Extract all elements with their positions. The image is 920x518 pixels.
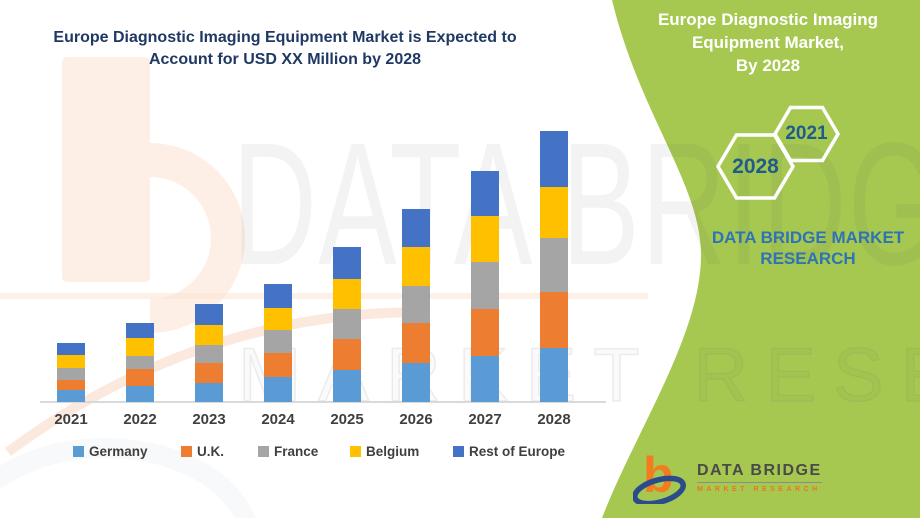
bar-segment-2027-germany (471, 356, 499, 402)
x-axis-label-2023: 2023 (192, 411, 226, 428)
bar-segment-2022-france (126, 356, 154, 369)
bar-segment-2026-belgium (402, 247, 430, 286)
x-axis-line (40, 401, 606, 403)
legend-item-belgium: Belgium (350, 444, 419, 459)
bar-2022 (126, 323, 154, 402)
bar-segment-2022-u-k- (126, 369, 154, 386)
company-logo: b DATA BRIDGE MARKET RESEARCH (633, 450, 822, 504)
hexagon-year-2021: 2021 (785, 123, 828, 144)
side-panel-brand-text: DATA BRIDGE MARKET RESEARCH (698, 227, 918, 269)
bar-2027 (471, 171, 499, 402)
chart-title: Europe Diagnostic Imaging Equipment Mark… (25, 27, 545, 71)
bar-2024 (264, 284, 292, 402)
hexagon-year-2028: 2028 (732, 155, 779, 178)
bar-segment-2021-u-k- (57, 380, 85, 390)
bar-segment-2022-germany (126, 386, 154, 402)
bar-segment-2025-france (333, 309, 361, 339)
bar-segment-2028-u-k- (540, 292, 568, 348)
bar-segment-2027-france (471, 262, 499, 309)
legend-label: Belgium (366, 444, 420, 459)
legend-swatch-icon (350, 446, 361, 457)
legend-item-germany: Germany (73, 444, 148, 459)
logo-brand-text: DATA BRIDGE (697, 462, 822, 483)
bar-segment-2023-belgium (195, 325, 223, 345)
legend-swatch-icon (73, 446, 84, 457)
side-panel-title-line2: Equipment Market, (691, 33, 845, 52)
bar-segment-2022-rest-of-europe (126, 323, 154, 338)
bar-segment-2024-germany (264, 377, 292, 402)
side-panel-title-line3: By 2028 (735, 56, 801, 75)
bar-segment-2025-u-k- (333, 339, 361, 370)
legend-item-rest-of-europe: Rest of Europe (453, 444, 565, 459)
bar-segment-2026-germany (402, 363, 430, 402)
bar-segment-2026-france (402, 286, 430, 323)
bar-segment-2027-rest-of-europe (471, 171, 499, 216)
bar-segment-2023-france (195, 345, 223, 363)
legend-swatch-icon (181, 446, 192, 457)
side-panel-title: Europe Diagnostic Imaging Equipment Mark… (638, 8, 898, 77)
logo-sub-text: MARKET RESEARCH (697, 485, 821, 493)
side-panel-brand-line1: DATA BRIDGE MARKET (711, 228, 905, 247)
bar-segment-2021-belgium (57, 355, 85, 368)
bar-segment-2026-u-k- (402, 323, 430, 363)
bar-segment-2021-france (57, 368, 85, 380)
bar-2023 (195, 304, 223, 402)
bar-segment-2028-germany (540, 348, 568, 402)
x-axis-label-2028: 2028 (537, 411, 571, 428)
bar-segment-2021-germany (57, 390, 85, 402)
bar-2026 (402, 209, 430, 402)
legend-item-u-k-: U.K. (181, 444, 224, 459)
side-panel-title-line1: Europe Diagnostic Imaging (657, 10, 879, 29)
bar-segment-2026-rest-of-europe (402, 209, 430, 247)
bar-segment-2024-belgium (264, 308, 292, 330)
chart-title-line2: Account for USD XX Million by 2028 (148, 51, 422, 68)
logo-text-block: DATA BRIDGE MARKET RESEARCH (697, 462, 822, 493)
bar-segment-2027-belgium (471, 216, 499, 262)
data-bridge-logo-icon: b (633, 450, 686, 504)
bar-segment-2023-germany (195, 383, 223, 402)
x-axis-label-2025: 2025 (330, 411, 364, 428)
legend-label: Rest of Europe (469, 444, 566, 459)
bar-2028 (540, 131, 568, 402)
bar-segment-2024-u-k- (264, 353, 292, 377)
bar-segment-2028-france (540, 238, 568, 292)
bar-segment-2025-belgium (333, 279, 361, 309)
bar-segment-2023-rest-of-europe (195, 304, 223, 325)
bar-segment-2021-rest-of-europe (57, 343, 85, 355)
x-axis-label-2024: 2024 (261, 411, 295, 428)
legend-swatch-icon (453, 446, 464, 457)
legend-swatch-icon (258, 446, 269, 457)
bar-segment-2025-germany (333, 370, 361, 402)
x-axis-label-2026: 2026 (399, 411, 433, 428)
x-axis-label-2021: 2021 (54, 411, 88, 428)
legend-label: Germany (89, 444, 148, 459)
bar-segment-2023-u-k- (195, 363, 223, 383)
chart-title-line1: Europe Diagnostic Imaging Equipment Mark… (53, 29, 517, 46)
bar-2025 (333, 247, 361, 402)
hexagon-2021 (772, 105, 841, 163)
bar-segment-2022-belgium (126, 338, 154, 356)
bar-segment-2027-u-k- (471, 309, 499, 356)
side-panel-brand-line2: RESEARCH (760, 249, 856, 268)
bar-segment-2028-belgium (540, 187, 568, 238)
x-axis-label-2022: 2022 (123, 411, 157, 428)
bar-2021 (57, 343, 85, 402)
bar-segment-2028-rest-of-europe (540, 131, 568, 187)
legend-label: France (274, 444, 319, 459)
bar-segment-2025-rest-of-europe (333, 247, 361, 279)
bar-segment-2024-france (264, 330, 292, 353)
hexagon-2028 (715, 133, 796, 200)
x-axis-label-2027: 2027 (468, 411, 502, 428)
legend-item-france: France (258, 444, 318, 459)
legend-label: U.K. (197, 444, 224, 459)
bar-segment-2024-rest-of-europe (264, 284, 292, 308)
